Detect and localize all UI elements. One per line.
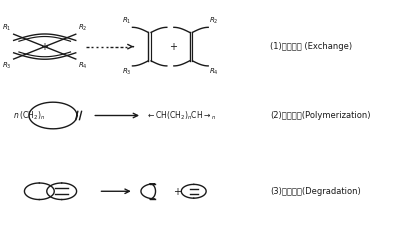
Text: $+$: $+$ [168, 41, 178, 52]
Text: (2)중합반응(Polymerization): (2)중합반응(Polymerization) [270, 111, 371, 120]
Text: (3)분해반응(Degradation): (3)분해반응(Degradation) [270, 187, 361, 196]
Text: $R_2$: $R_2$ [210, 16, 219, 26]
Text: $R_2$: $R_2$ [78, 23, 87, 33]
Text: $R_1$: $R_1$ [122, 16, 131, 26]
Text: $+$: $+$ [40, 41, 49, 52]
Text: $R_3$: $R_3$ [2, 60, 12, 71]
Text: $R_3$: $R_3$ [122, 67, 131, 77]
Text: $\leftarrow$CH(CH$_2$)$_n$CH$\rightarrow$$_n$: $\leftarrow$CH(CH$_2$)$_n$CH$\rightarrow… [146, 109, 217, 122]
Text: $R_4$: $R_4$ [210, 67, 219, 77]
Text: $R_1$: $R_1$ [2, 23, 12, 33]
Text: (1)교환반응 (Exchange): (1)교환반응 (Exchange) [270, 42, 352, 51]
Text: $+$: $+$ [173, 186, 182, 197]
Text: $R_4$: $R_4$ [78, 60, 87, 71]
Text: $n$ (CH$_2$)$_n$: $n$ (CH$_2$)$_n$ [13, 109, 45, 122]
